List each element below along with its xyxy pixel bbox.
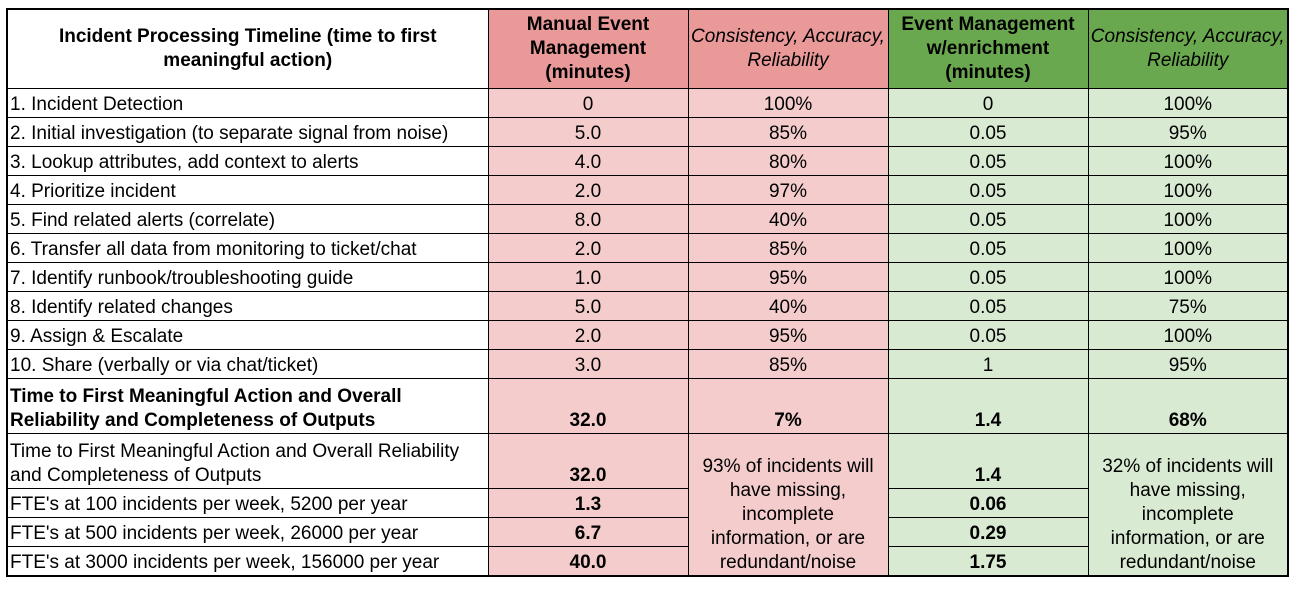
enrich-minutes: 1: [887, 349, 1089, 379]
fte-label: FTE's at 3000 incidents per week, 156000…: [6, 546, 489, 577]
table-row: 6. Transfer all data from monitoring to …: [6, 233, 1289, 263]
manual-reliability: 40%: [687, 204, 889, 234]
fte-enrich: 0.29: [887, 517, 1089, 547]
summary-label: Time to First Meaningful Action and Over…: [6, 378, 489, 434]
enrich-minutes: 0.05: [887, 262, 1089, 292]
enrich-minutes: 0.05: [887, 320, 1089, 350]
summary-row-2: Time to First Meaningful Action and Over…: [6, 433, 1289, 577]
step-label: 1. Incident Detection: [6, 88, 489, 118]
summary2-label: Time to First Meaningful Action and Over…: [6, 433, 489, 489]
enrich-minutes: 0.05: [887, 146, 1089, 176]
fte-manual: 6.7: [487, 517, 689, 547]
enrich-minutes: 0.05: [887, 233, 1089, 263]
table-row: 8. Identify related changes 5.0 40% 0.05 75%: [6, 291, 1289, 321]
manual-minutes: 2.0: [487, 233, 689, 263]
fte-manual: 40.0: [487, 546, 689, 577]
fte-label: FTE's at 500 incidents per week, 26000 p…: [6, 517, 489, 547]
header-enrich-minutes: Event Management w/enrichment (minutes): [887, 8, 1089, 89]
manual-note: 93% of incidents will have missing, inco…: [687, 433, 889, 577]
step-label: 9. Assign & Escalate: [6, 320, 489, 350]
step-label: 2. Initial investigation (to separate si…: [6, 117, 489, 147]
table-row: 5. Find related alerts (correlate) 8.0 40%…: [6, 204, 1289, 234]
manual-minutes: 1.0: [487, 262, 689, 292]
enrich-minutes: 0: [887, 88, 1089, 118]
table-row: 3. Lookup attributes, add context to ale…: [6, 146, 1289, 176]
enrich-reliability: 100%: [1087, 88, 1289, 118]
manual-minutes: 4.0: [487, 146, 689, 176]
fte-manual: 1.3: [487, 488, 689, 518]
summary-row: Time to First Meaningful Action and Over…: [6, 378, 1289, 434]
manual-reliability: 100%: [687, 88, 889, 118]
enrich-minutes: 0.05: [887, 117, 1089, 147]
manual-reliability: 85%: [687, 117, 889, 147]
fte-row: FTE's at 500 incidents per week, 26000 p…: [6, 517, 1288, 547]
table-row: 7. Identify runbook/troubleshooting guid…: [6, 262, 1289, 292]
manual-reliability: 85%: [687, 349, 889, 379]
manual-minutes: 8.0: [487, 204, 689, 234]
header-timeline: Incident Processing Timeline (time to fi…: [6, 8, 489, 89]
manual-reliability: 40%: [687, 291, 889, 321]
table-row: 4. Prioritize incident 2.0 97% 0.05 100%: [6, 175, 1289, 205]
enrich-reliability: 95%: [1087, 349, 1289, 379]
enrich-reliability: 75%: [1087, 291, 1289, 321]
enrich-reliability: 100%: [1087, 204, 1289, 234]
table-row: 10. Share (verbally or via chat/ticket) 3…: [6, 349, 1289, 379]
table-row: 1. Incident Detection 0 100% 0 100%: [6, 88, 1289, 118]
enrich-minutes: 0.05: [887, 204, 1089, 234]
enrich-reliability: 100%: [1087, 262, 1289, 292]
summary2-enrich-minutes: 1.4: [887, 433, 1089, 489]
manual-minutes: 0: [487, 88, 689, 118]
manual-minutes: 5.0: [487, 291, 689, 321]
manual-reliability: 85%: [687, 233, 889, 263]
manual-minutes: 2.0: [487, 175, 689, 205]
step-label: 7. Identify runbook/troubleshooting guid…: [6, 262, 489, 292]
manual-minutes: 2.0: [487, 320, 689, 350]
manual-reliability: 80%: [687, 146, 889, 176]
header-manual-reliability: Consistency, Accuracy, Reliability: [687, 8, 889, 89]
step-label: 10. Share (verbally or via chat/ticket): [6, 349, 489, 379]
enrich-note: 32% of incidents will have missing, inco…: [1087, 433, 1289, 577]
fte-row: FTE's at 100 incidents per week, 5200 pe…: [6, 488, 1288, 518]
enrich-reliability: 100%: [1087, 146, 1289, 176]
manual-reliability: 97%: [687, 175, 889, 205]
enrich-reliability: 100%: [1087, 320, 1289, 350]
enrich-minutes: 0.05: [887, 175, 1089, 205]
fte-enrich: 1.75: [887, 546, 1089, 577]
incident-timeline-table: Incident Processing Timeline (time to fi…: [6, 8, 1289, 577]
fte-label: FTE's at 100 incidents per week, 5200 pe…: [6, 488, 489, 518]
step-label: 5. Find related alerts (correlate): [6, 204, 489, 234]
table-row: 9. Assign & Escalate 2.0 95% 0.05 100%: [6, 320, 1289, 350]
header-manual-minutes: Manual Event Management (minutes): [487, 8, 689, 89]
summary-enrich-reliability: 68%: [1087, 378, 1289, 434]
summary-enrich-minutes: 1.4: [887, 378, 1089, 434]
summary-manual-minutes: 32.0: [487, 378, 689, 434]
header-row: Incident Processing Timeline (time to fi…: [6, 8, 1289, 89]
enrich-reliability: 95%: [1087, 117, 1289, 147]
manual-reliability: 95%: [687, 262, 889, 292]
enrich-reliability: 100%: [1087, 233, 1289, 263]
summary-manual-reliability: 7%: [687, 378, 889, 434]
enrich-reliability: 100%: [1087, 175, 1289, 205]
step-label: 4. Prioritize incident: [6, 175, 489, 205]
summary2-manual-minutes: 32.0: [487, 433, 689, 489]
step-label: 8. Identify related changes: [6, 291, 489, 321]
step-label: 6. Transfer all data from monitoring to …: [6, 233, 489, 263]
table-row: 2. Initial investigation (to separate si…: [6, 117, 1289, 147]
header-enrich-reliability: Consistency, Accuracy, Reliability: [1087, 8, 1289, 89]
fte-row: FTE's at 3000 incidents per week, 156000…: [6, 546, 1288, 577]
manual-reliability: 95%: [687, 320, 889, 350]
step-label: 3. Lookup attributes, add context to ale…: [6, 146, 489, 176]
manual-minutes: 5.0: [487, 117, 689, 147]
enrich-minutes: 0.05: [887, 291, 1089, 321]
fte-enrich: 0.06: [887, 488, 1089, 518]
manual-minutes: 3.0: [487, 349, 689, 379]
